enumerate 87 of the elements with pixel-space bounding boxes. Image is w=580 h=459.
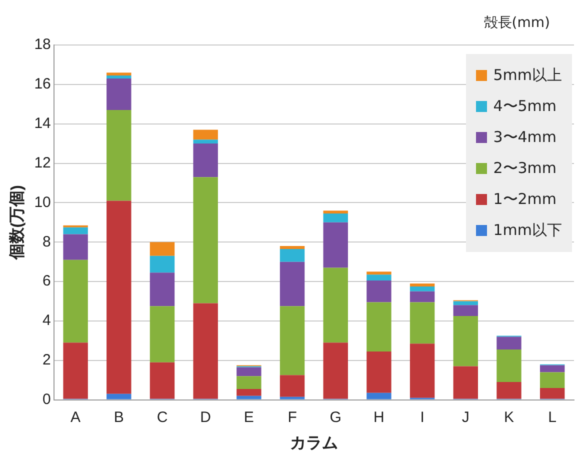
- bar: [366, 302, 392, 352]
- bar: [323, 222, 348, 268]
- bar: [236, 388, 262, 396]
- y-axis-title: 個数(万個): [8, 185, 26, 261]
- bar: [410, 284, 435, 286]
- bar: [106, 200, 132, 394]
- bar: [453, 305, 478, 316]
- x-tick-label: C: [156, 408, 168, 426]
- bar: [410, 286, 435, 292]
- y-tick-label: 0: [42, 390, 51, 408]
- bar: [150, 242, 175, 256]
- bar: [280, 262, 305, 306]
- y-tick-label: 6: [42, 272, 51, 290]
- bar: [323, 268, 348, 343]
- bar: [63, 342, 88, 399]
- x-tick-label: E: [244, 408, 254, 426]
- x-tick-label: B: [114, 408, 124, 426]
- bar: [236, 376, 262, 389]
- bar: [323, 342, 348, 399]
- x-tick-label: K: [504, 408, 514, 426]
- bar: [193, 303, 218, 399]
- bar: [193, 177, 218, 304]
- bar: [280, 396, 305, 400]
- bar: [193, 144, 218, 178]
- bar: [106, 72, 132, 76]
- bar: [410, 344, 435, 398]
- bar: [453, 366, 478, 399]
- y-tick-label: 4: [42, 312, 51, 330]
- bar: [150, 272, 175, 306]
- y-tick-label: 8: [42, 233, 51, 250]
- y-tick-label: 10: [34, 194, 51, 211]
- bar: [280, 249, 305, 262]
- bar: [236, 396, 262, 400]
- bar: [366, 352, 392, 393]
- bar: [410, 291, 435, 302]
- x-tick-label: L: [548, 408, 556, 426]
- bar: [280, 306, 305, 376]
- bar: [496, 382, 522, 399]
- y-tick-label: 18: [34, 36, 51, 54]
- x-tick-label: J: [462, 408, 470, 426]
- bar: [63, 234, 88, 260]
- y-tick-label: 16: [34, 76, 51, 93]
- bar: [366, 272, 392, 275]
- legend-label: 5mm以上: [493, 66, 562, 85]
- x-tick-label: D: [200, 408, 212, 426]
- x-tick-label: I: [420, 408, 424, 426]
- bar: [150, 362, 175, 399]
- bar: [106, 110, 132, 201]
- bar: [323, 214, 348, 222]
- legend-label: 1〜2mm: [493, 190, 557, 209]
- bar: [193, 140, 218, 144]
- legend-label: 1mm以下: [493, 221, 562, 240]
- bar: [540, 388, 565, 399]
- bar: [150, 256, 175, 273]
- x-tick-label: A: [70, 408, 81, 426]
- bar: [496, 336, 522, 350]
- bar: [63, 260, 88, 343]
- bar: [106, 76, 132, 79]
- bar: [236, 367, 262, 376]
- bar: [280, 246, 305, 250]
- bar: [496, 350, 522, 382]
- legend-label: 3〜4mm: [493, 128, 557, 147]
- bar: [106, 394, 132, 400]
- bar: [150, 306, 175, 362]
- bar: [193, 130, 218, 140]
- bar: [540, 365, 565, 372]
- bar: [366, 280, 392, 302]
- y-tick-label: 2: [42, 352, 51, 369]
- legend-label: 4〜5mm: [493, 97, 557, 116]
- bar: [106, 78, 132, 110]
- legend-label: 2〜3mm: [493, 159, 557, 178]
- bar: [453, 316, 478, 366]
- bar: [280, 375, 305, 397]
- legend-title: 殻長(mm): [484, 14, 550, 32]
- x-tick-label: H: [374, 408, 384, 426]
- bar: [453, 301, 478, 306]
- x-tick-label: G: [330, 408, 342, 426]
- bar: [540, 372, 565, 388]
- x-tick-label: F: [288, 408, 297, 426]
- bar: [323, 210, 348, 214]
- bar: [366, 392, 392, 400]
- y-tick-label: 14: [34, 114, 51, 132]
- bar: [410, 302, 435, 344]
- bar: [366, 274, 392, 281]
- y-tick-label: 12: [34, 154, 51, 172]
- x-axis-title: カラム: [290, 434, 338, 452]
- bar: [63, 227, 88, 234]
